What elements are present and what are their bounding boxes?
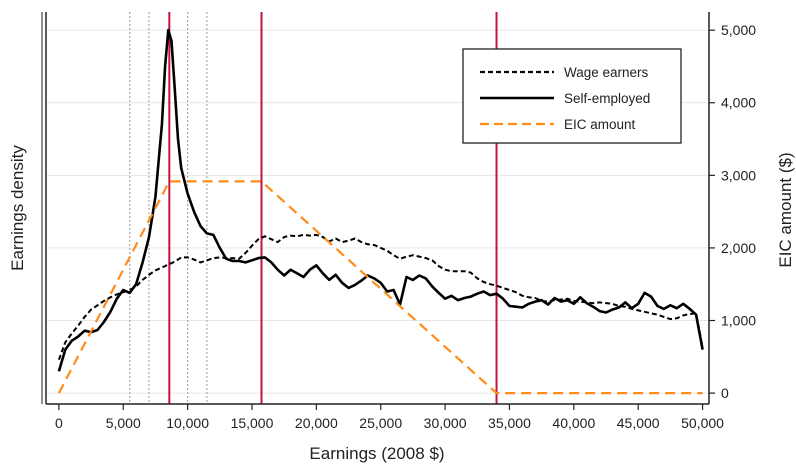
x-tick-label-10: 50,000	[681, 415, 724, 431]
x-tick-label-9: 45,000	[617, 415, 660, 431]
series-self-employed	[57, 28, 704, 372]
legend: Wage earners Self-employed EIC amount	[462, 48, 682, 144]
legend-label-self-employed: Self-employed	[564, 91, 650, 106]
x-tick-label-1: 5,000	[106, 415, 141, 431]
y-right-tick-label-2: 2,000	[721, 240, 756, 256]
x-tick-label-4: 20,000	[295, 415, 338, 431]
y-right-tick-label-0: 0	[721, 385, 729, 401]
y-right-tick-label-1: 1,000	[721, 313, 756, 329]
x-tick-label-8: 40,000	[552, 415, 595, 431]
axes	[41, 12, 710, 405]
x-tick-label-0: 0	[55, 415, 63, 431]
series-lines	[57, 28, 704, 395]
legend-box	[462, 48, 682, 144]
x-axis-label: Earnings (2008 $)	[309, 444, 444, 463]
x-tick-label-5: 25,000	[359, 415, 402, 431]
x-tick-label-7: 35,000	[488, 415, 531, 431]
series-eic-amount	[57, 180, 703, 395]
y-axis-right-label: EIC amount ($)	[776, 152, 795, 267]
x-axis-ticks: 0 5,000 10,000 15,000 20,000 25,000 30,000 35,0…	[55, 404, 724, 431]
legend-label-eic-amount: EIC amount	[564, 117, 636, 132]
y-axis-left-label: Earnings density	[8, 145, 27, 271]
legend-label-wage-earners: Wage earners	[564, 65, 649, 80]
y-right-tick-label-4: 4,000	[721, 95, 756, 111]
x-tick-label-3: 15,000	[231, 415, 274, 431]
series-wage-earners	[57, 233, 704, 361]
x-tick-label-6: 30,000	[424, 415, 467, 431]
y-right-tick-label-3: 3,000	[721, 167, 756, 183]
x-tick-label-2: 10,000	[166, 415, 209, 431]
y-axis-ticks: 0 1,000 2,000 3,000 4,000 5,000	[709, 22, 756, 401]
reference-lines	[129, 12, 498, 404]
y-right-tick-label-5: 5,000	[721, 22, 756, 38]
